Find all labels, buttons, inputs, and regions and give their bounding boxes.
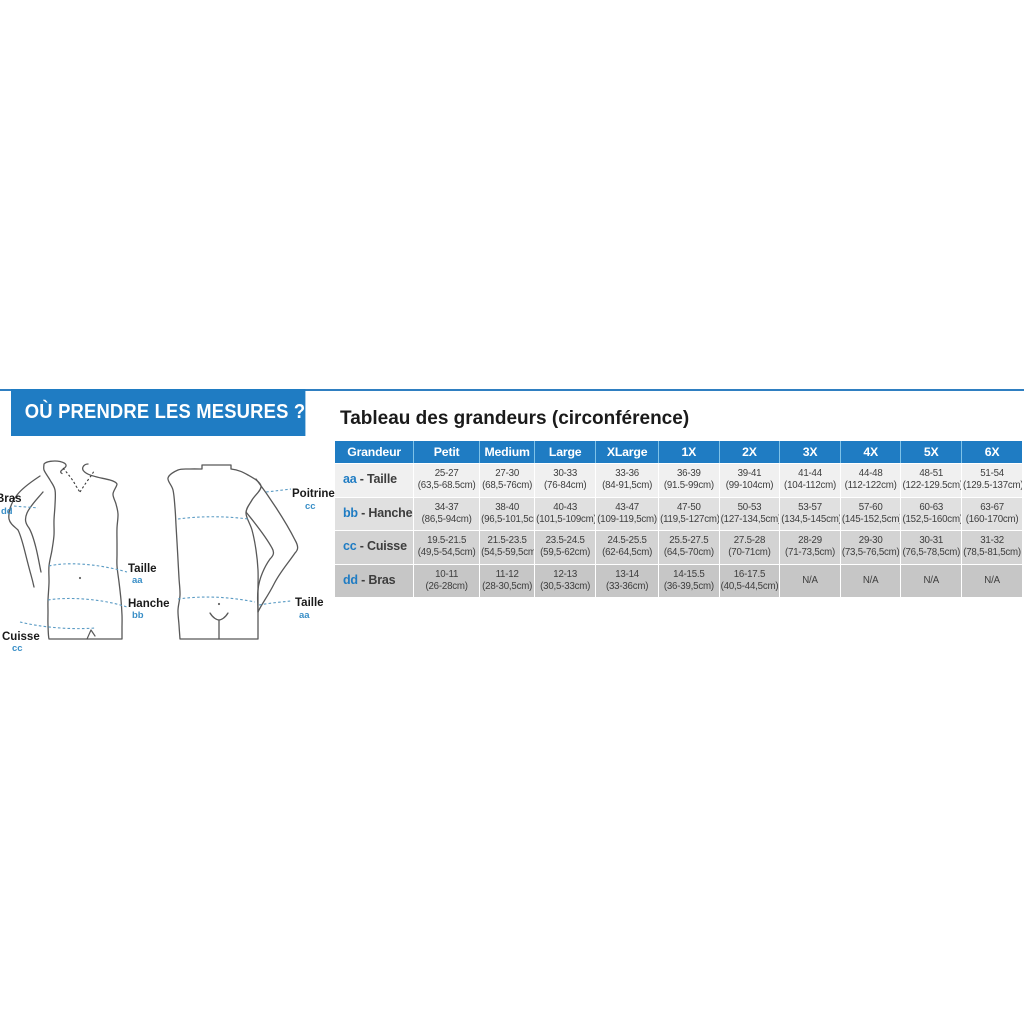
svg-text:dd: dd [1, 506, 13, 517]
svg-text:cc: cc [305, 501, 316, 512]
svg-text:Cuisse: Cuisse [2, 631, 40, 643]
svg-text:Hanche: Hanche [128, 598, 170, 610]
svg-text:aa: aa [132, 575, 143, 586]
svg-text:Taille: Taille [295, 597, 324, 609]
svg-text:Taille: Taille [128, 563, 157, 575]
svg-text:Poitrine: Poitrine [292, 488, 335, 500]
svg-text:bb: bb [132, 610, 144, 621]
svg-text:Bras: Bras [0, 493, 22, 505]
svg-text:aa: aa [299, 610, 310, 621]
svg-text:cc: cc [12, 643, 23, 654]
